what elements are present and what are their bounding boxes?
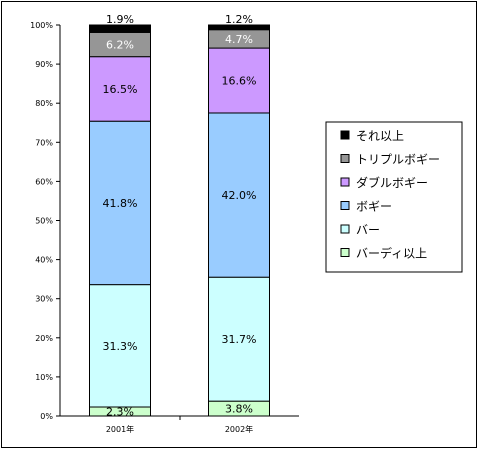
y-tick-label: 30% <box>35 295 53 304</box>
legend-label: バー <box>356 223 380 237</box>
y-tick-label: 90% <box>35 60 53 69</box>
y-tick-label: 80% <box>35 99 53 108</box>
legend-swatch <box>340 201 350 210</box>
bar-segment <box>208 24 270 31</box>
data-label: 1.2% <box>225 13 253 26</box>
x-tick-label: 2002年 <box>225 424 253 434</box>
data-label: 2.3% <box>106 406 134 419</box>
y-tick-label: 60% <box>35 177 53 186</box>
bar-segment <box>208 47 270 114</box>
legend-label: バーディ以上 <box>356 246 427 261</box>
bar-segment <box>208 112 270 278</box>
data-label: 31.7% <box>222 333 257 346</box>
y-tick-label: 0% <box>40 412 53 421</box>
legend-label: ダブルボギー <box>356 175 428 190</box>
y-tick-label: 10% <box>35 373 53 382</box>
legend-label: ボギー <box>356 200 392 214</box>
bar-segment <box>89 120 151 286</box>
bar-segment <box>89 31 151 58</box>
legend-swatch <box>340 224 350 234</box>
bar-segment <box>89 24 151 33</box>
bar-segment <box>89 56 151 122</box>
legend-box <box>325 121 463 273</box>
data-label: 16.5% <box>103 83 138 96</box>
legend-swatch <box>340 154 350 163</box>
y-tick-label: 20% <box>35 334 53 343</box>
bar-segment <box>208 276 270 402</box>
data-label: 16.6% <box>222 75 257 88</box>
data-label: 31.3% <box>103 340 138 353</box>
y-tick-label: 70% <box>35 138 53 147</box>
bars <box>89 24 270 417</box>
legend-label: それ以上 <box>356 129 404 143</box>
y-tick-label: 40% <box>35 256 53 265</box>
legend-swatch <box>340 177 350 187</box>
y-tick-label: 50% <box>35 217 53 226</box>
segment-labels: 2.3% 31.3% 41.8% 16.5% 6.2% 1.9% 3.8% 31.7% 42.0… <box>103 13 257 419</box>
legend-label: トリプルボギー <box>356 153 440 167</box>
y-tick-label: 100% <box>30 21 53 30</box>
data-label: 3.8% <box>225 403 253 416</box>
bar-segment <box>89 284 151 408</box>
legend-swatch <box>340 248 350 257</box>
legend-swatch <box>340 130 350 140</box>
data-label: 4.7% <box>225 33 253 46</box>
data-label: 1.9% <box>106 13 134 26</box>
data-label: 42.0% <box>222 189 257 202</box>
data-label: 6.2% <box>106 39 134 52</box>
x-tick-label: 2001年 <box>106 424 134 434</box>
data-label: 41.8% <box>103 197 138 210</box>
